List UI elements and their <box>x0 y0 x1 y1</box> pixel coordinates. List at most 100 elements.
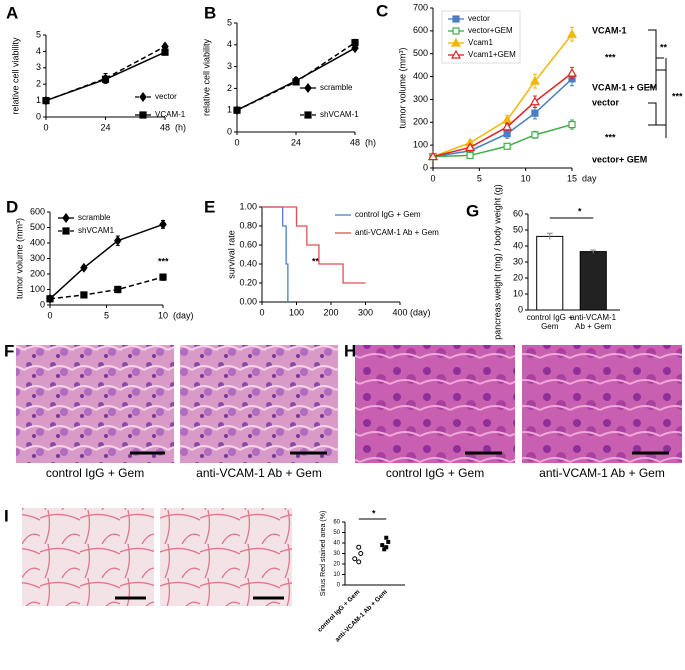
significance-bracket <box>656 69 667 126</box>
marker <box>114 285 122 294</box>
y-tick-label: 0.60 <box>239 239 257 249</box>
data-point <box>384 545 389 550</box>
y-tick-label: 100 <box>413 140 428 150</box>
marker <box>62 227 70 235</box>
category-label: control IgG + Gem <box>527 314 573 331</box>
x-tick-label: 300 <box>358 307 373 317</box>
marker <box>450 37 462 47</box>
y-tick-label: 2 <box>36 79 41 89</box>
y-tick-label: 600 <box>413 25 428 35</box>
marker <box>233 106 241 114</box>
survival-curve <box>262 206 366 284</box>
marker <box>62 213 70 223</box>
histology-image <box>160 508 292 606</box>
y-axis-label: tumor volume (mm³) <box>14 218 24 299</box>
y-tick-label: 60 <box>333 520 340 526</box>
annotation: vector <box>592 97 620 107</box>
x-tick-label: 24 <box>291 137 301 147</box>
marker <box>114 235 122 246</box>
marker <box>304 83 312 93</box>
x-tick-label: 0 <box>47 310 52 320</box>
y-tick-label: 300 <box>413 94 428 104</box>
marker <box>159 273 167 281</box>
annotation: ** <box>312 256 320 266</box>
y-tick-label: 3 <box>227 61 232 71</box>
y-axis-label: Sirius Red stained area (%) <box>320 511 327 597</box>
x-tick-label: 100 <box>289 307 304 317</box>
image-caption: control IgG + Gem <box>46 466 144 480</box>
series-line <box>432 72 573 158</box>
data-point <box>356 544 362 550</box>
image-caption: control IgG + Gem <box>386 466 484 480</box>
y-tick-label: 200 <box>30 268 45 278</box>
y-tick-label: 300 <box>30 253 45 263</box>
x-tick-label: 5 <box>104 310 109 320</box>
y-tick-label: 20 <box>333 562 340 568</box>
y-tick-label: 5 <box>36 29 41 39</box>
y-tick-label: 2 <box>227 83 232 93</box>
x-tick-label: 0 <box>259 307 264 317</box>
y-tick-label: 400 <box>30 237 45 247</box>
y-tick-label: 0 <box>40 299 45 309</box>
x-tick-label: 0 <box>430 173 435 183</box>
y-tick-label: 1 <box>36 95 41 105</box>
annotation: *** <box>672 91 683 101</box>
histology-image <box>522 345 682 463</box>
y-tick-label: 5 <box>227 17 232 27</box>
y-tick-label: 200 <box>413 117 428 127</box>
y-tick-label: 0 <box>227 126 232 136</box>
y-axis-label: tumor volume (mm³) <box>397 47 407 128</box>
marker <box>568 120 576 129</box>
panel-letter: I <box>4 506 9 525</box>
y-tick-label: 600 <box>30 206 45 216</box>
legend-label: vector+GEM <box>468 26 513 35</box>
panel-letter: F <box>4 341 14 360</box>
x-tick-label: 200 <box>323 307 338 317</box>
panel-letter: A <box>6 3 18 22</box>
legend-label: Vcam1 <box>468 38 493 47</box>
marker <box>427 151 439 161</box>
marker <box>101 75 110 83</box>
marker <box>159 219 167 230</box>
y-axis-label: survival rate <box>226 230 236 279</box>
panel-letter: C <box>376 1 388 20</box>
y-tick-label: 4 <box>36 46 41 56</box>
marker <box>503 142 511 150</box>
y-tick-label: 1.00 <box>239 201 257 211</box>
x-tick-label: 24 <box>100 122 110 132</box>
data-point <box>380 543 385 548</box>
marker <box>566 29 578 38</box>
y-tick-label: 10 <box>333 572 340 578</box>
x-axis-label: day <box>582 173 597 183</box>
marker <box>80 262 88 273</box>
y-tick-label: 500 <box>30 222 45 232</box>
error-bar <box>546 232 553 240</box>
data-point <box>382 547 387 552</box>
annotation: VCAM-1 <box>592 25 627 35</box>
bar <box>536 235 564 311</box>
y-axis-label: relative cell viability <box>10 37 20 115</box>
histology-image <box>22 508 154 606</box>
x-tick-label: 0 <box>234 137 239 147</box>
legend-label: scramble <box>320 83 353 92</box>
marker <box>531 131 539 139</box>
marker <box>452 27 460 35</box>
x-tick-label: 15 <box>567 173 577 183</box>
x-tick-label: 5 <box>477 173 482 183</box>
marker <box>466 151 474 160</box>
y-tick-label: 1 <box>227 105 232 115</box>
y-tick-label: 0.80 <box>239 220 257 230</box>
legend-label: vector <box>155 92 177 101</box>
marker <box>80 291 88 299</box>
category-label: anti-VCAM-1 Ab + Gem <box>570 314 616 331</box>
y-tick-label: 4 <box>227 39 232 49</box>
y-tick-label: 0 <box>423 162 428 172</box>
annotation: VCAM-1 + GEM <box>592 82 657 92</box>
panel-h: H control IgG + Gem anti-VCAM-1 Ab + Gem <box>344 341 682 480</box>
y-tick-label: 50 <box>513 224 523 234</box>
y-tick-label: 10 <box>513 288 523 298</box>
marker <box>502 121 513 131</box>
x-axis-label: (day) <box>410 307 431 317</box>
marker <box>139 92 147 102</box>
data-point <box>384 535 389 540</box>
